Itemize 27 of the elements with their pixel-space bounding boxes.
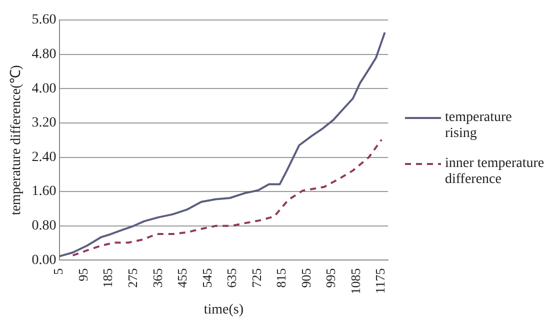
x-tick-label: 1175 (372, 268, 388, 294)
x-tick-label: 5 (50, 268, 66, 275)
x-tick-label: 275 (125, 268, 140, 288)
x-axis-title: time(s) (204, 302, 244, 318)
x-tick-label: 365 (150, 268, 165, 288)
y-tick-label: 3.20 (32, 116, 56, 131)
y-tick-label: 4.00 (32, 81, 56, 96)
x-tick-label: 815 (274, 268, 289, 288)
x-tick-label: 455 (174, 268, 190, 288)
x-tick-label: 635 (224, 268, 240, 288)
x-tick-label: 905 (298, 268, 314, 288)
line-series (72, 138, 383, 256)
legend-label: inner temperature difference (445, 156, 545, 188)
x-tick-label: 95 (75, 268, 90, 282)
x-tick-label: 185 (100, 268, 116, 288)
y-tick-label: 0.80 (32, 218, 56, 234)
y-axis-title: temperature difference(℃) (9, 64, 24, 216)
x-tick-label: 545 (199, 268, 214, 288)
y-tick-label: 4.80 (32, 46, 56, 62)
y-tick-label: 2.40 (32, 150, 56, 165)
x-tick-label: 1085 (348, 268, 363, 294)
x-tick-label: 995 (323, 268, 338, 288)
legend-label: temperature rising (445, 110, 513, 142)
y-tick-label: 0.00 (32, 252, 56, 268)
x-tick-label: 725 (248, 268, 264, 288)
y-tick-label: 1.60 (32, 184, 56, 200)
y-tick-label: 5.60 (32, 12, 56, 28)
